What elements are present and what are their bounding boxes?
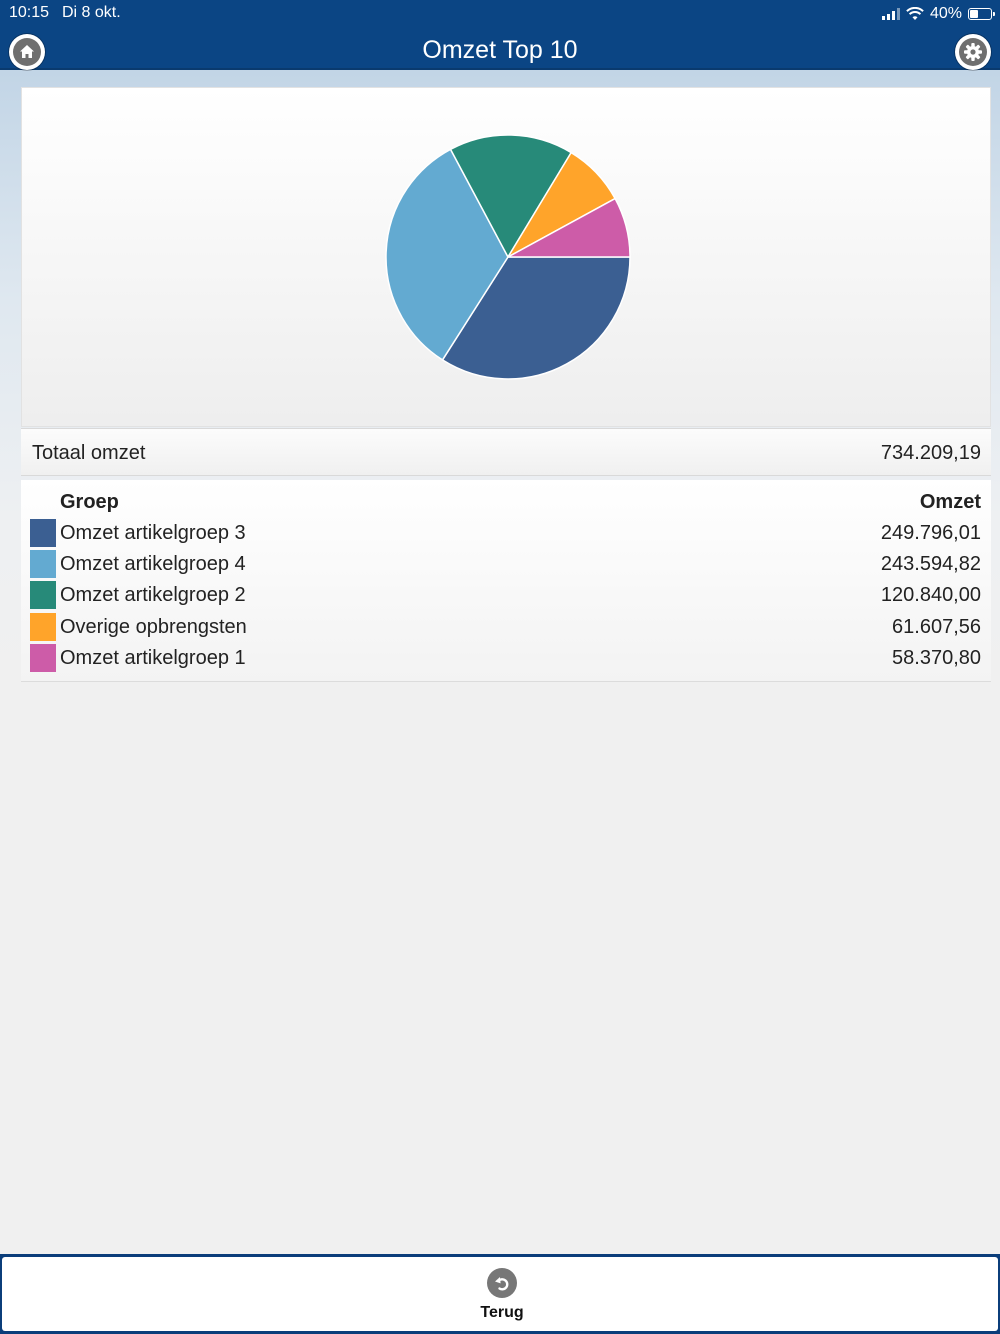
bottom-toolbar: Terug xyxy=(0,1254,1000,1334)
row-label: Omzet artikelgroep 1 xyxy=(60,647,246,669)
navigation-bar: 10:15 Di 8 okt. 40% Omzet Top 10 xyxy=(0,0,1000,70)
gear-icon xyxy=(964,43,982,61)
total-value: 734.209,19 xyxy=(880,442,981,464)
table-row: Omzet artikelgroep 4 243.594,82 xyxy=(21,548,991,579)
table-row: Omzet artikelgroep 1 58.370,80 xyxy=(21,642,991,673)
legend-swatch xyxy=(30,519,56,547)
legend-swatch xyxy=(30,613,56,641)
legend-swatch xyxy=(30,581,56,609)
back-button[interactable]: Terug xyxy=(462,1263,542,1325)
total-label: Totaal omzet xyxy=(32,442,146,464)
row-label: Omzet artikelgroep 4 xyxy=(60,553,246,575)
status-time: 10:15 xyxy=(9,4,50,21)
row-value: 58.370,80 xyxy=(892,647,981,669)
row-label: Omzet artikelgroep 2 xyxy=(60,584,246,606)
row-label: Overige opbrengsten xyxy=(60,616,247,638)
row-value: 61.607,56 xyxy=(892,616,981,638)
status-date: Di 8 okt. xyxy=(62,4,121,21)
undo-arrow-icon xyxy=(487,1268,517,1298)
table-row: Overige opbrengsten 61.607,56 xyxy=(21,611,991,642)
home-button[interactable] xyxy=(9,34,45,70)
column-header-group: Groep xyxy=(60,491,119,513)
total-row: Totaal omzet 734.209,19 xyxy=(21,428,991,476)
battery-percentage: 40% xyxy=(929,5,962,22)
column-header-omzet: Omzet xyxy=(919,491,981,513)
back-label: Terug xyxy=(480,1304,524,1321)
status-indicators: 40% xyxy=(881,4,995,24)
row-label: Omzet artikelgroep 3 xyxy=(60,522,246,544)
settings-button[interactable] xyxy=(955,34,991,70)
pie-chart xyxy=(385,134,631,380)
toolbar-panel: Terug xyxy=(2,1257,998,1331)
cellular-signal-icon xyxy=(881,8,900,20)
pie-chart-card xyxy=(21,87,991,427)
row-value: 249.796,01 xyxy=(880,522,981,544)
row-value: 243.594,82 xyxy=(880,553,981,575)
legend-swatch xyxy=(30,644,56,672)
pie-slice-2 xyxy=(385,148,509,361)
home-icon xyxy=(20,45,34,58)
table-row: Omzet artikelgroep 3 249.796,01 xyxy=(21,517,991,548)
legend-table: Groep Omzet Omzet artikelgroep 3 249.796… xyxy=(21,480,991,682)
pie-slice-3 xyxy=(449,134,572,258)
pie-slice-5 xyxy=(507,197,631,258)
page-title: Omzet Top 10 xyxy=(422,36,578,64)
legend-swatch xyxy=(30,550,56,578)
wifi-icon xyxy=(906,7,924,20)
row-value: 120.840,00 xyxy=(880,584,981,606)
battery-icon xyxy=(968,8,995,20)
table-row: Omzet artikelgroep 2 120.840,00 xyxy=(21,579,991,610)
